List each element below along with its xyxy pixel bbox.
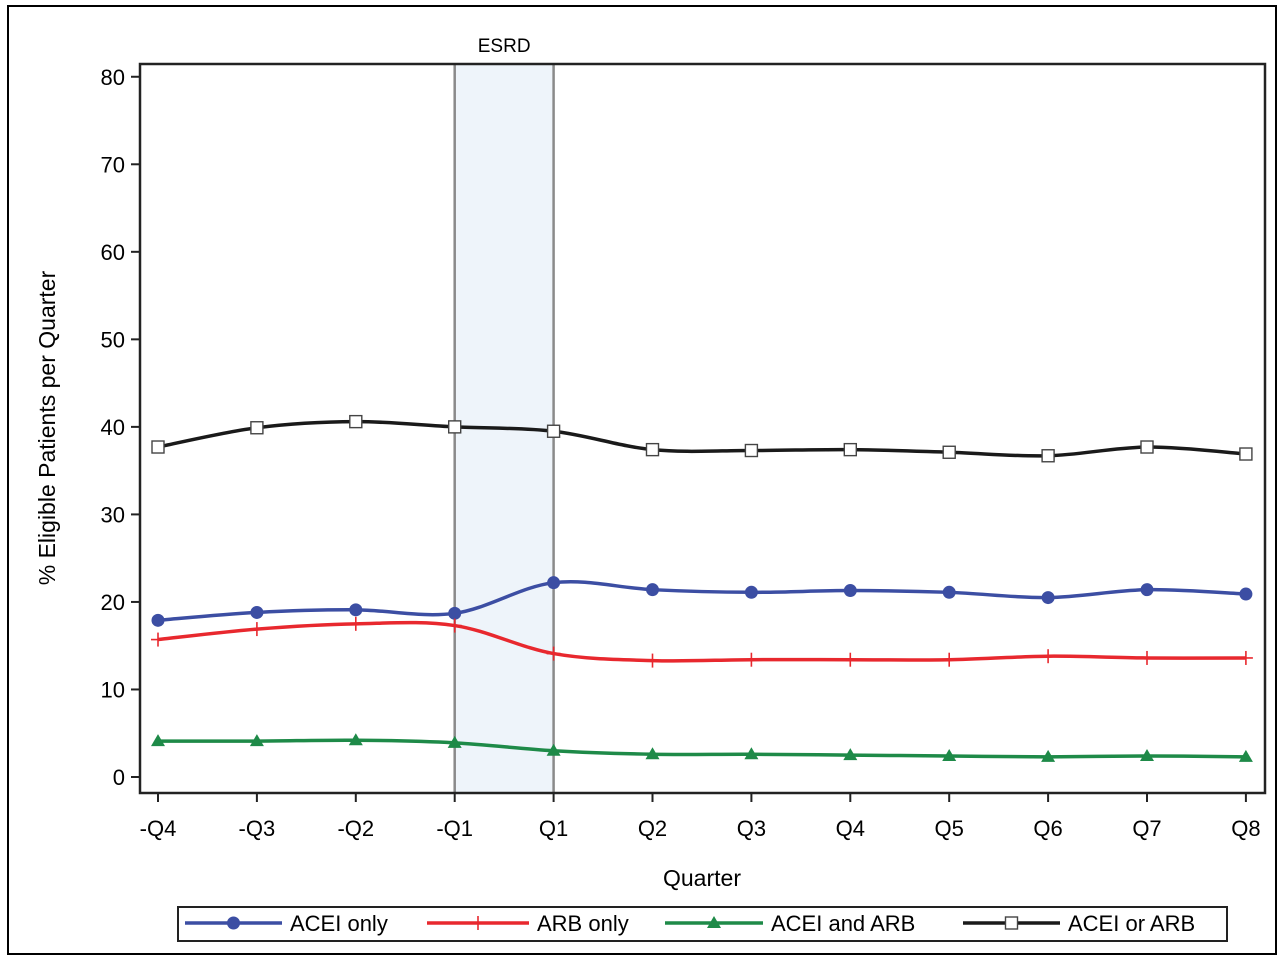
legend-marker-acei-only: [227, 917, 240, 930]
x-tick-label: Q3: [737, 816, 766, 841]
x-tick-label: Q6: [1033, 816, 1062, 841]
y-tick-label: 30: [101, 502, 125, 527]
y-tick-label: 60: [101, 240, 125, 265]
legend-label-acei-and-arb: ACEI and ARB: [771, 911, 915, 936]
data-point-acei-only--q2: [349, 603, 362, 616]
x-axis-title: Quarter: [663, 865, 741, 891]
data-point-acei-only-q7: [1141, 583, 1154, 596]
data-point-acei-only-q5: [943, 586, 956, 599]
y-tick-label: 20: [101, 590, 125, 615]
x-tick-label: Q5: [935, 816, 964, 841]
esrd-band-layer: ESRD: [455, 36, 554, 793]
data-point-acei-or-arb-q8: [1240, 448, 1252, 460]
y-axis-title: % Eligible Patients per Quarter: [34, 270, 60, 585]
y-tick-label: 10: [101, 677, 125, 702]
data-point-acei-or-arb--q1: [449, 421, 461, 433]
x-tick-label: -Q3: [239, 816, 276, 841]
data-point-acei-only-q8: [1239, 588, 1252, 601]
x-tick-label: Q1: [539, 816, 568, 841]
y-tick-label: 50: [101, 327, 125, 352]
data-point-acei-or-arb--q4: [152, 441, 164, 453]
plot-background: [140, 64, 1265, 793]
data-point-acei-only-q6: [1042, 591, 1055, 604]
legend-label-arb-only: ARB only: [537, 911, 629, 936]
y-tick-label: 40: [101, 415, 125, 440]
legend-label-acei-only: ACEI only: [290, 911, 388, 936]
data-point-acei-or-arb-q4: [844, 444, 856, 456]
y-tick-label: 80: [101, 65, 125, 90]
x-axis: -Q4 -Q3 -Q2 -Q1 Q1 Q2 Q3 Q4 Q5 Q6 Q7 Q8: [140, 793, 1261, 841]
y-axis: 0 10 20 30 40 50 60 70 80: [101, 65, 140, 790]
x-tick-label: -Q2: [337, 816, 374, 841]
data-point-acei-only-q3: [745, 586, 758, 599]
x-tick-label: Q8: [1231, 816, 1260, 841]
data-point-acei-or-arb-q3: [745, 445, 757, 457]
data-point-acei-only--q3: [250, 606, 263, 619]
data-point-acei-or-arb--q2: [350, 416, 362, 428]
data-point-acei-only-q4: [844, 584, 857, 597]
data-point-acei-only--q1: [448, 607, 461, 620]
y-tick-label: 70: [101, 152, 125, 177]
data-point-acei-or-arb--q3: [251, 422, 263, 434]
data-point-acei-only-q1: [547, 576, 560, 589]
x-tick-label: Q2: [638, 816, 667, 841]
data-point-acei-or-arb-q1: [548, 425, 560, 437]
x-tick-label: Q4: [836, 816, 865, 841]
legend: ACEI only ARB only ACEI and ARB ACEI or ARB: [178, 907, 1227, 941]
legend-label-acei-or-arb: ACEI or ARB: [1068, 911, 1195, 936]
x-tick-label: -Q1: [436, 816, 473, 841]
y-tick-label: 0: [113, 765, 125, 790]
data-point-acei-or-arb-q5: [943, 446, 955, 458]
data-point-acei-only--q4: [152, 614, 165, 627]
x-tick-label: Q7: [1132, 816, 1161, 841]
x-tick-label: -Q4: [140, 816, 177, 841]
data-point-acei-or-arb-q2: [647, 444, 659, 456]
data-point-acei-or-arb-q7: [1141, 441, 1153, 453]
data-point-acei-or-arb-q6: [1042, 450, 1054, 462]
data-point-acei-only-q2: [646, 583, 659, 596]
legend-marker-acei-or-arb: [1006, 917, 1018, 929]
esrd-band-label: ESRD: [478, 36, 531, 57]
